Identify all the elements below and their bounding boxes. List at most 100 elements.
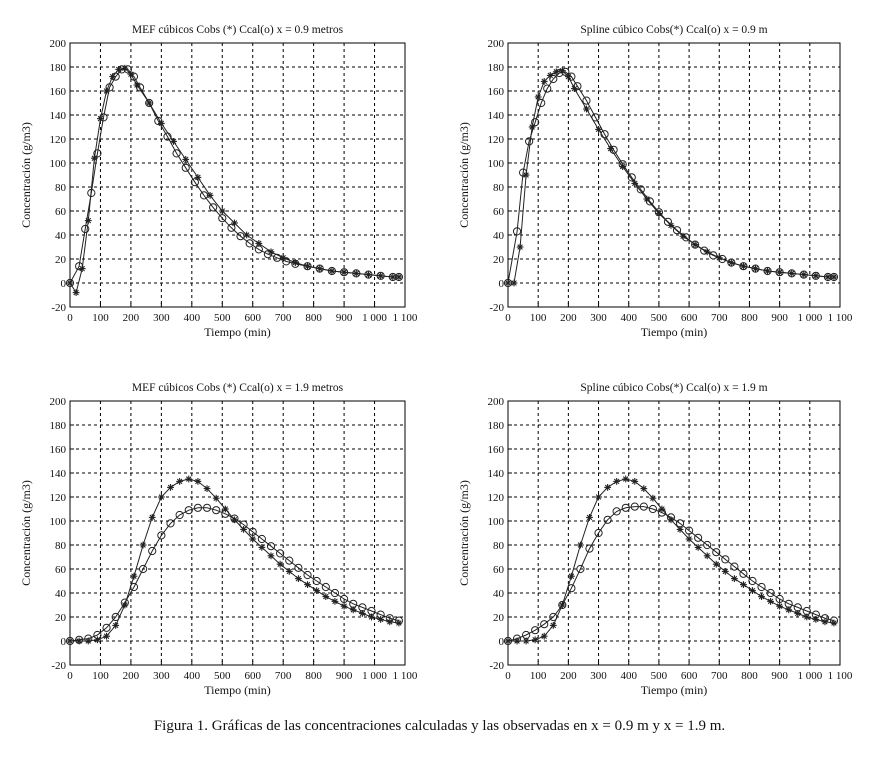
cobs-point bbox=[203, 485, 211, 492]
x-tick-label: 100 bbox=[92, 312, 109, 324]
ccal-point bbox=[330, 588, 340, 598]
cobs-point bbox=[255, 240, 263, 247]
cobs-point bbox=[72, 289, 80, 296]
x-tick-label: 400 bbox=[184, 670, 201, 682]
x-tick-label: 700 bbox=[275, 312, 292, 324]
y-tick-label: 40 bbox=[493, 230, 505, 242]
x-tick-label: 1 100 bbox=[393, 670, 418, 682]
x-tick-label: 700 bbox=[275, 670, 292, 682]
ccal-point bbox=[87, 188, 96, 198]
x-tick-label: 900 bbox=[336, 670, 353, 682]
cobs-point bbox=[758, 593, 765, 600]
ccal-point bbox=[266, 542, 276, 551]
ccal-point bbox=[666, 513, 676, 522]
figure-caption: Figura 1. Gráficas de las concentracione… bbox=[153, 718, 726, 734]
x-tick-label: 1 000 bbox=[797, 670, 822, 682]
ccal-point bbox=[190, 178, 199, 187]
ccal-point bbox=[254, 245, 263, 254]
x-tick-label: 800 bbox=[305, 312, 322, 324]
cobs-point bbox=[583, 105, 590, 113]
ccal-point bbox=[648, 504, 657, 514]
cobs-point bbox=[631, 478, 639, 485]
ccal-point bbox=[202, 503, 212, 512]
ccal-point bbox=[291, 259, 300, 268]
ccal-point bbox=[799, 270, 808, 279]
cobs-point bbox=[194, 478, 202, 485]
x-tick-label: 900 bbox=[771, 312, 788, 324]
x-tick-label: 300 bbox=[590, 312, 607, 324]
y-tick-label: 120 bbox=[50, 492, 67, 504]
ccal-point bbox=[525, 137, 534, 146]
x-tick-label: 600 bbox=[244, 670, 261, 682]
ccal-point bbox=[727, 258, 736, 267]
cobs-point bbox=[112, 622, 120, 629]
ccal-point bbox=[239, 520, 248, 529]
cobs-point bbox=[249, 535, 257, 543]
x-tick-label: 800 bbox=[741, 312, 758, 324]
ccal-point bbox=[567, 584, 576, 593]
ccal-point bbox=[339, 594, 349, 604]
ccal-point bbox=[703, 540, 712, 550]
ccal-point bbox=[621, 503, 630, 512]
cobs-point bbox=[622, 475, 630, 483]
ccal-point bbox=[522, 630, 531, 640]
x-tick-label: 1 100 bbox=[393, 312, 418, 324]
ccal-point bbox=[709, 251, 718, 260]
cobs-point bbox=[730, 575, 738, 582]
ccal-point bbox=[672, 226, 682, 235]
ccal-point bbox=[603, 515, 612, 524]
ccal-point bbox=[276, 549, 285, 558]
cobs-point bbox=[130, 572, 138, 580]
ccal-point bbox=[388, 272, 397, 282]
y-axis-label: Concentración (g/m3) bbox=[457, 122, 471, 228]
ccal-point bbox=[227, 223, 236, 232]
cobs-point bbox=[776, 602, 784, 610]
ccal-point bbox=[739, 569, 748, 578]
ccal-point bbox=[358, 603, 367, 612]
y-tick-label: 40 bbox=[493, 588, 505, 600]
ccal-point bbox=[712, 548, 721, 557]
series-line-cobs bbox=[508, 70, 834, 284]
ccal-point bbox=[257, 534, 266, 544]
plot-frame bbox=[69, 400, 406, 666]
ccal-point bbox=[263, 250, 273, 259]
ccal-point bbox=[367, 606, 376, 616]
ccal-point bbox=[199, 191, 209, 200]
cobs-point bbox=[103, 632, 110, 640]
ccal-point bbox=[236, 232, 245, 241]
ccal-point bbox=[700, 246, 709, 255]
cobs-point bbox=[549, 622, 557, 629]
y-tick-label: 0 bbox=[499, 636, 505, 648]
y-tick-label: 100 bbox=[488, 516, 505, 528]
y-tick-label: 0 bbox=[61, 636, 67, 648]
ccal-point bbox=[321, 582, 330, 592]
x-tick-label: 100 bbox=[92, 670, 109, 682]
y-tick-label: 100 bbox=[50, 516, 67, 528]
x-axis-label: Tiempo (min) bbox=[641, 683, 708, 697]
y-tick-label: 200 bbox=[488, 38, 505, 50]
x-tick-label: 800 bbox=[741, 670, 758, 682]
ccal-point bbox=[148, 546, 157, 556]
ccal-point bbox=[739, 262, 748, 271]
ccal-point bbox=[811, 610, 820, 619]
chart-panel-3: 0 100 200 300 400 500 600 700 800 900 1 000 1 100-2… bbox=[19, 382, 418, 697]
ccal-point bbox=[245, 239, 254, 248]
ccal-point bbox=[248, 527, 257, 536]
ccal-point bbox=[618, 160, 627, 169]
ccal-point bbox=[609, 145, 618, 154]
ccal-point bbox=[75, 262, 84, 271]
y-tick-label: -20 bbox=[51, 302, 66, 314]
ccal-point bbox=[684, 526, 694, 535]
y-tick-label: 60 bbox=[493, 206, 505, 218]
x-tick-label: 200 bbox=[560, 670, 577, 682]
x-tick-label: 500 bbox=[214, 670, 231, 682]
x-tick-label: 200 bbox=[560, 312, 577, 324]
cobs-point bbox=[510, 279, 518, 287]
x-tick-label: 200 bbox=[123, 312, 140, 324]
cobs-point bbox=[176, 478, 184, 485]
ccal-point bbox=[763, 266, 772, 276]
cobs-point bbox=[185, 475, 193, 483]
series-line-ccal bbox=[69, 68, 399, 284]
x-tick-label: 400 bbox=[620, 312, 637, 324]
series-line-ccal bbox=[507, 506, 835, 642]
